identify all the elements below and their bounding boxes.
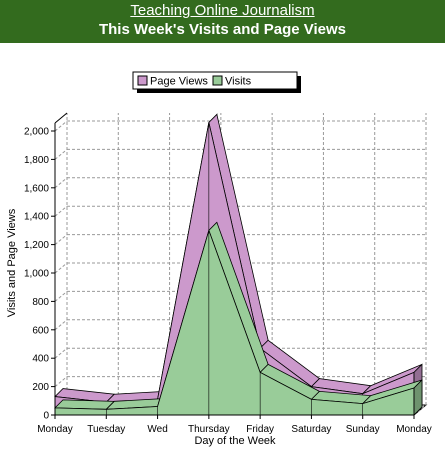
y-tick-label: 400 xyxy=(32,354,49,365)
y-gridline-side xyxy=(54,177,68,189)
x-tick-label-monday-7: Monday xyxy=(396,424,432,435)
x-tick-label-tuesday-1: Tuesday xyxy=(87,424,125,435)
legend-label-page-views: Page Views xyxy=(150,76,208,88)
x-tick-label-saturday-5: Saturday xyxy=(291,424,331,435)
series-layer xyxy=(54,113,423,416)
header-banner: Teaching Online Journalism This Week's V… xyxy=(0,0,445,43)
legend-label-visits: Visits xyxy=(225,76,252,88)
x-tick-label-wed-2: Wed xyxy=(147,424,167,435)
x-tick-label-sunday-6: Sunday xyxy=(346,424,380,435)
site-title-link[interactable]: Teaching Online Journalism xyxy=(130,2,315,19)
y-tick-label: 0 xyxy=(43,411,49,422)
y-tick-label: 1,200 xyxy=(24,240,49,251)
y-tick-label: 2,000 xyxy=(24,127,49,138)
y-gridline-side xyxy=(54,347,68,359)
legend: Page Views Visits xyxy=(132,71,301,93)
y-tick-label: 800 xyxy=(32,297,49,308)
chart-title: This Week's Visits and Page Views xyxy=(98,21,347,38)
series-visits xyxy=(54,221,423,416)
y-gridline-side xyxy=(54,120,68,132)
axes xyxy=(54,112,414,416)
y-axis-title: Visits and Page Views xyxy=(6,208,18,317)
y-gridline-side xyxy=(54,205,68,217)
y-axis-top-edge xyxy=(54,112,68,124)
legend-swatch-page-views xyxy=(137,75,148,86)
y-gridline-side xyxy=(54,319,68,331)
y-tick-label: 1,400 xyxy=(24,212,49,223)
x-tick-labels: Monday Tuesday Wed Thursday Friday Saturday Su… xyxy=(37,415,432,435)
area-chart: 0 200 400 600 800 1,000 1,200 1,400 1,600 1,800 2,… xyxy=(6,71,432,447)
y-gridline-side xyxy=(54,376,68,387)
y-tick-label: 1,000 xyxy=(24,269,49,280)
legend-swatch-visits xyxy=(212,75,223,86)
y-tick-label: 200 xyxy=(32,382,49,393)
y-tick-label: 600 xyxy=(32,325,49,336)
y-gridline-side xyxy=(54,149,68,160)
y-tick-label: 1,600 xyxy=(24,183,49,194)
y-gridline-side xyxy=(54,291,68,302)
x-tick-label-thursday-3: Thursday xyxy=(188,424,230,435)
y-gridline-side xyxy=(54,262,68,274)
y-tick-labels: 0 200 400 600 800 1,000 1,200 1,400 1,600 1,800 2,… xyxy=(24,127,55,422)
y-gridline-side xyxy=(54,234,68,245)
x-axis-title: Day of the Week xyxy=(194,435,276,447)
y-tick-label: 1,800 xyxy=(24,155,49,166)
x-tick-label-monday-0: Monday xyxy=(37,424,73,435)
x-tick-label-friday-4: Friday xyxy=(246,424,274,435)
